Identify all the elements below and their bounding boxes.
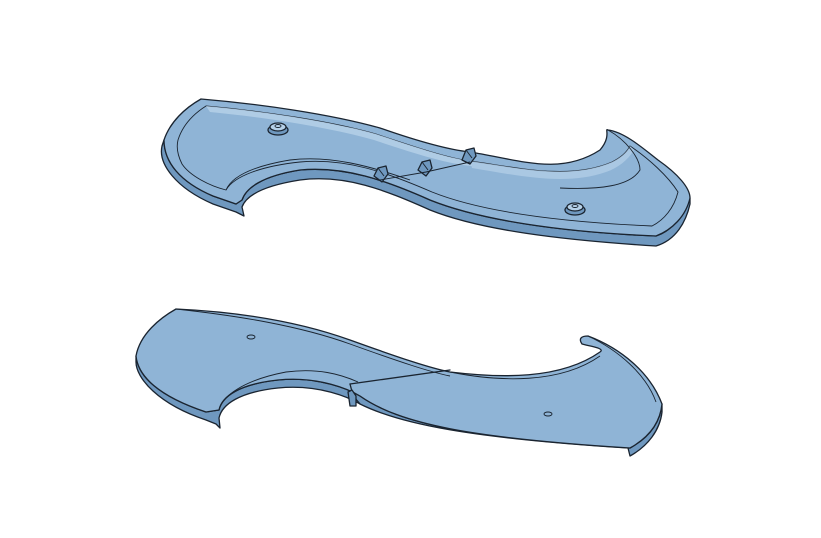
- plate-split-seam: [349, 369, 451, 385]
- plate-part[interactable]: [135, 308, 663, 457]
- tray-inner-rim-wall-right: [470, 146, 634, 180]
- tray-part[interactable]: [160, 98, 691, 247]
- plate-left-hook-curve: [218, 370, 359, 411]
- plate-top-face: [135, 308, 663, 449]
- plate-hole-right: [543, 411, 553, 417]
- tray-boss-left: [267, 122, 289, 136]
- tray-clip-tab-3: [461, 147, 477, 165]
- plate-hole-left: [246, 334, 256, 340]
- tray-joint-line: [379, 161, 471, 181]
- tray-right-hook-curve: [559, 129, 641, 189]
- tray-boss-right: [564, 202, 586, 216]
- plate-edge-step: [175, 308, 451, 377]
- tray-clip-tab-2: [417, 159, 433, 177]
- plate-right-hook-curve: [449, 355, 601, 380]
- plate-joint-tab: [347, 389, 357, 407]
- tray-inner-rim-wall: [206, 106, 472, 166]
- tray-clip-tab-1: [373, 165, 389, 183]
- plate-edge-step-right: [587, 335, 657, 403]
